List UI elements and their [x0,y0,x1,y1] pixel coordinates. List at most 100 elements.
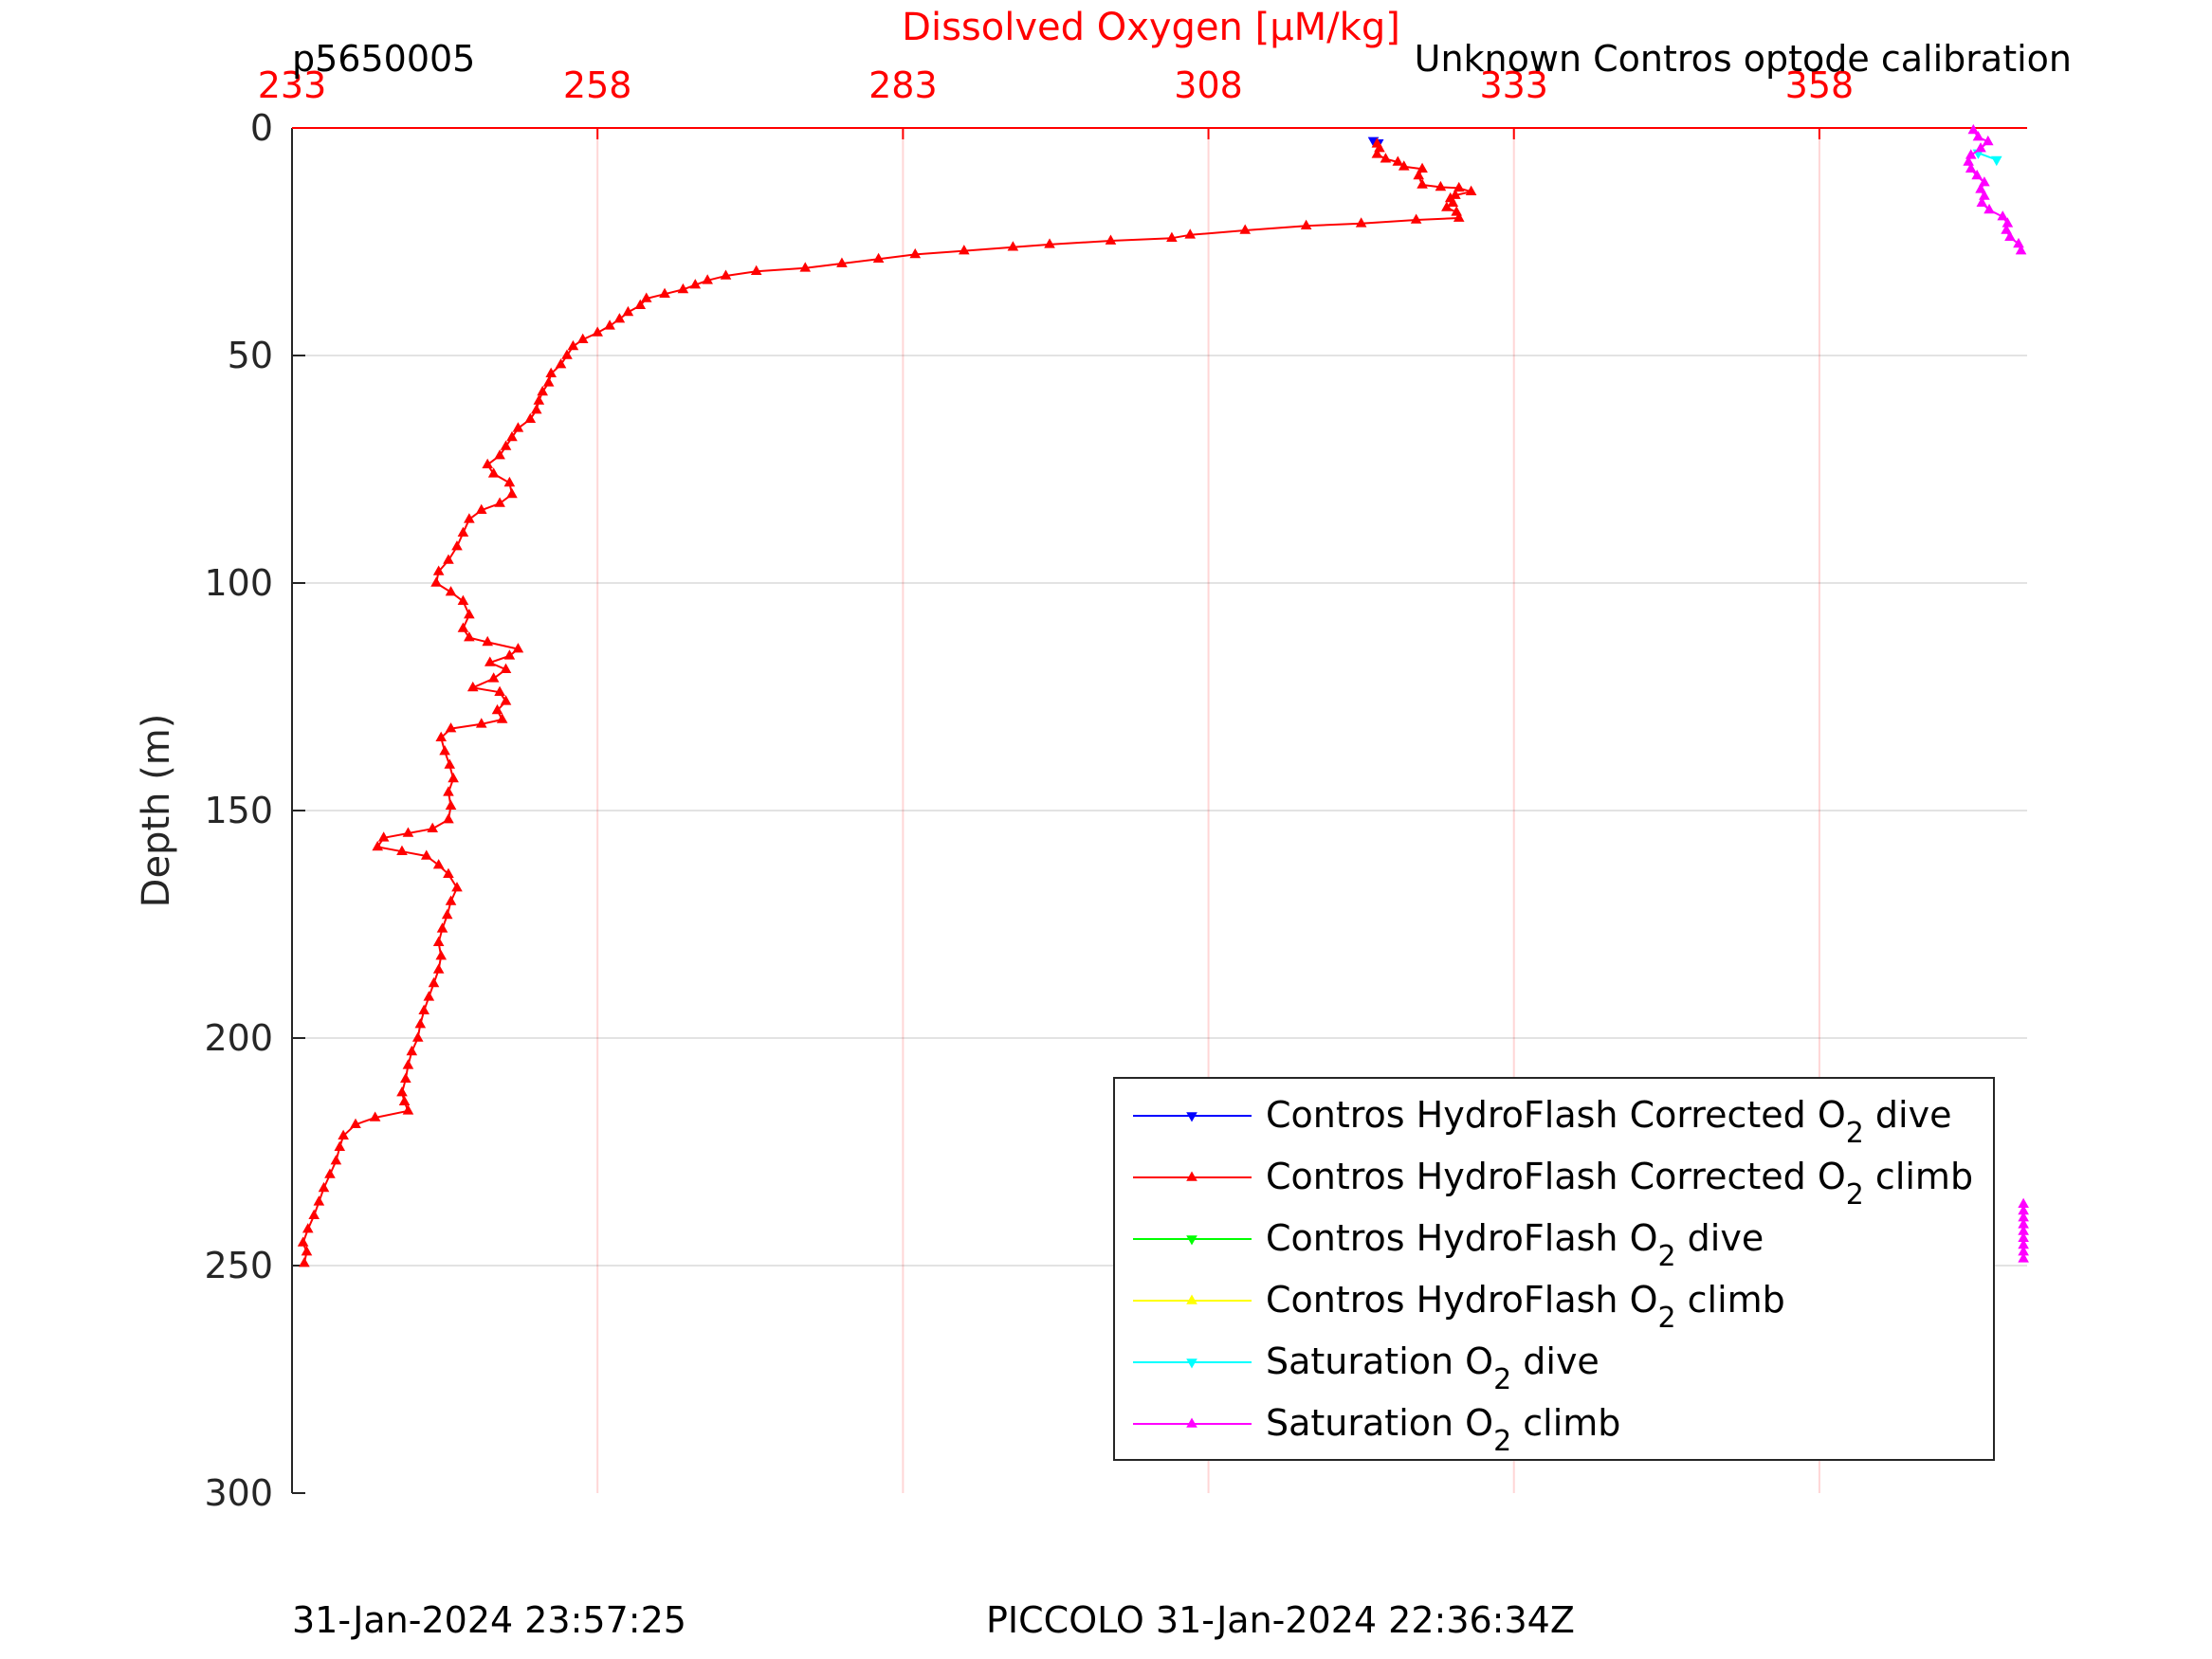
legend-label: Contros HydroFlash Corrected O2 dive [1266,1094,1951,1150]
legend-label: Contros HydroFlash O2 dive [1266,1217,1764,1273]
x-tick-label: 333 [1479,64,1548,106]
data-point [2018,1252,2029,1263]
data-point [1417,178,1428,189]
data-point [659,287,670,298]
data-point [677,283,689,294]
data-point [451,882,463,892]
data-point [435,950,448,960]
legend-marker [1186,1171,1197,1181]
data-point [1971,169,1983,180]
data-point [432,565,445,575]
data-point [872,252,885,264]
data-point [503,476,516,487]
legend-label-main: Contros HydroFlash Corrected O [1266,1156,1846,1197]
data-point [443,786,454,796]
data-point [1976,196,1988,207]
y-axis-label: Depth (m) [135,714,178,908]
data-point [1355,217,1367,228]
data-point [418,1004,430,1014]
data-point [1451,206,1462,216]
data-point [445,799,457,810]
data-point [475,718,487,728]
legend-label-tail: dive [1864,1094,1952,1136]
legend-marker [1186,1235,1197,1246]
data-point [1300,219,1312,229]
legend-label-main: Saturation O [1266,1402,1493,1444]
data-point [1392,155,1404,166]
data-point [350,1118,361,1128]
legend-label-main: Saturation O [1266,1340,1493,1382]
data-point [432,936,445,946]
data-point [613,313,626,323]
legend-marker [1186,1112,1197,1122]
data-point [1413,169,1425,180]
data-point [324,1168,336,1178]
data-point [1965,162,1977,173]
data-point [414,1018,427,1029]
data-point [500,440,512,450]
data-point [494,685,505,696]
data-point [720,269,732,280]
data-point [702,274,713,284]
data-point [475,503,487,514]
data-point [750,264,762,275]
legend-label: Contros HydroFlash O2 climb [1266,1279,1785,1335]
legend-marker [1186,1358,1197,1369]
data-point [1371,137,1383,148]
x-tick-label: 233 [258,64,327,106]
data-point [2001,224,2012,234]
data-point [396,845,408,855]
legend-marker [1186,1417,1197,1428]
data-point [444,758,456,769]
x-tick-label: 258 [563,64,632,106]
data-point [496,713,508,723]
data-point [1975,142,1986,153]
legend-entry: Contros HydroFlash O2 climb [1133,1279,1785,1335]
data-point [1465,185,1477,195]
data-point [1105,234,1117,245]
data-point [402,827,414,837]
footer-left: 31-Jan-2024 23:57:25 [292,1599,686,1641]
legend-label-subscript: 2 [1846,1117,1864,1150]
data-point [313,1195,325,1206]
data-point [402,1059,414,1069]
data-point [567,339,579,351]
data-point [1450,189,1461,199]
data-point [512,422,524,432]
x-tick-label: 358 [1785,64,1855,106]
data-point [297,1236,309,1247]
data-point [427,822,439,832]
data-point [506,430,518,442]
data-point [491,703,503,715]
data-point [689,279,702,289]
data-point [411,1031,424,1042]
legend: Contros HydroFlash Corrected O2 diveCont… [1113,1077,1995,1461]
legend-entry: Saturation O2 climb [1133,1402,1620,1458]
data-point [445,895,457,905]
data-point [1997,210,2009,221]
legend-label-subscript: 2 [1493,1425,1511,1458]
data-point [506,487,518,499]
data-point [1371,148,1383,158]
data-point [466,681,479,692]
legend-label-main: Contros HydroFlash O [1266,1279,1657,1321]
data-point [1184,228,1197,239]
data-point [524,412,537,423]
legend-box [1113,1077,1995,1461]
data-point [1990,155,2002,167]
data-point [432,859,445,869]
data-point [1007,241,1019,251]
data-point [487,467,500,478]
data-point [420,849,432,860]
data-point [494,497,505,507]
y-tick-label: 50 [228,335,273,376]
data-point [500,695,512,705]
data-point [1983,203,1995,214]
data-point [457,526,469,537]
data-point [318,1181,330,1193]
legend-label-tail: climb [1864,1156,1973,1197]
data-point [432,963,445,974]
data-point [441,908,453,920]
data-point [482,458,494,468]
